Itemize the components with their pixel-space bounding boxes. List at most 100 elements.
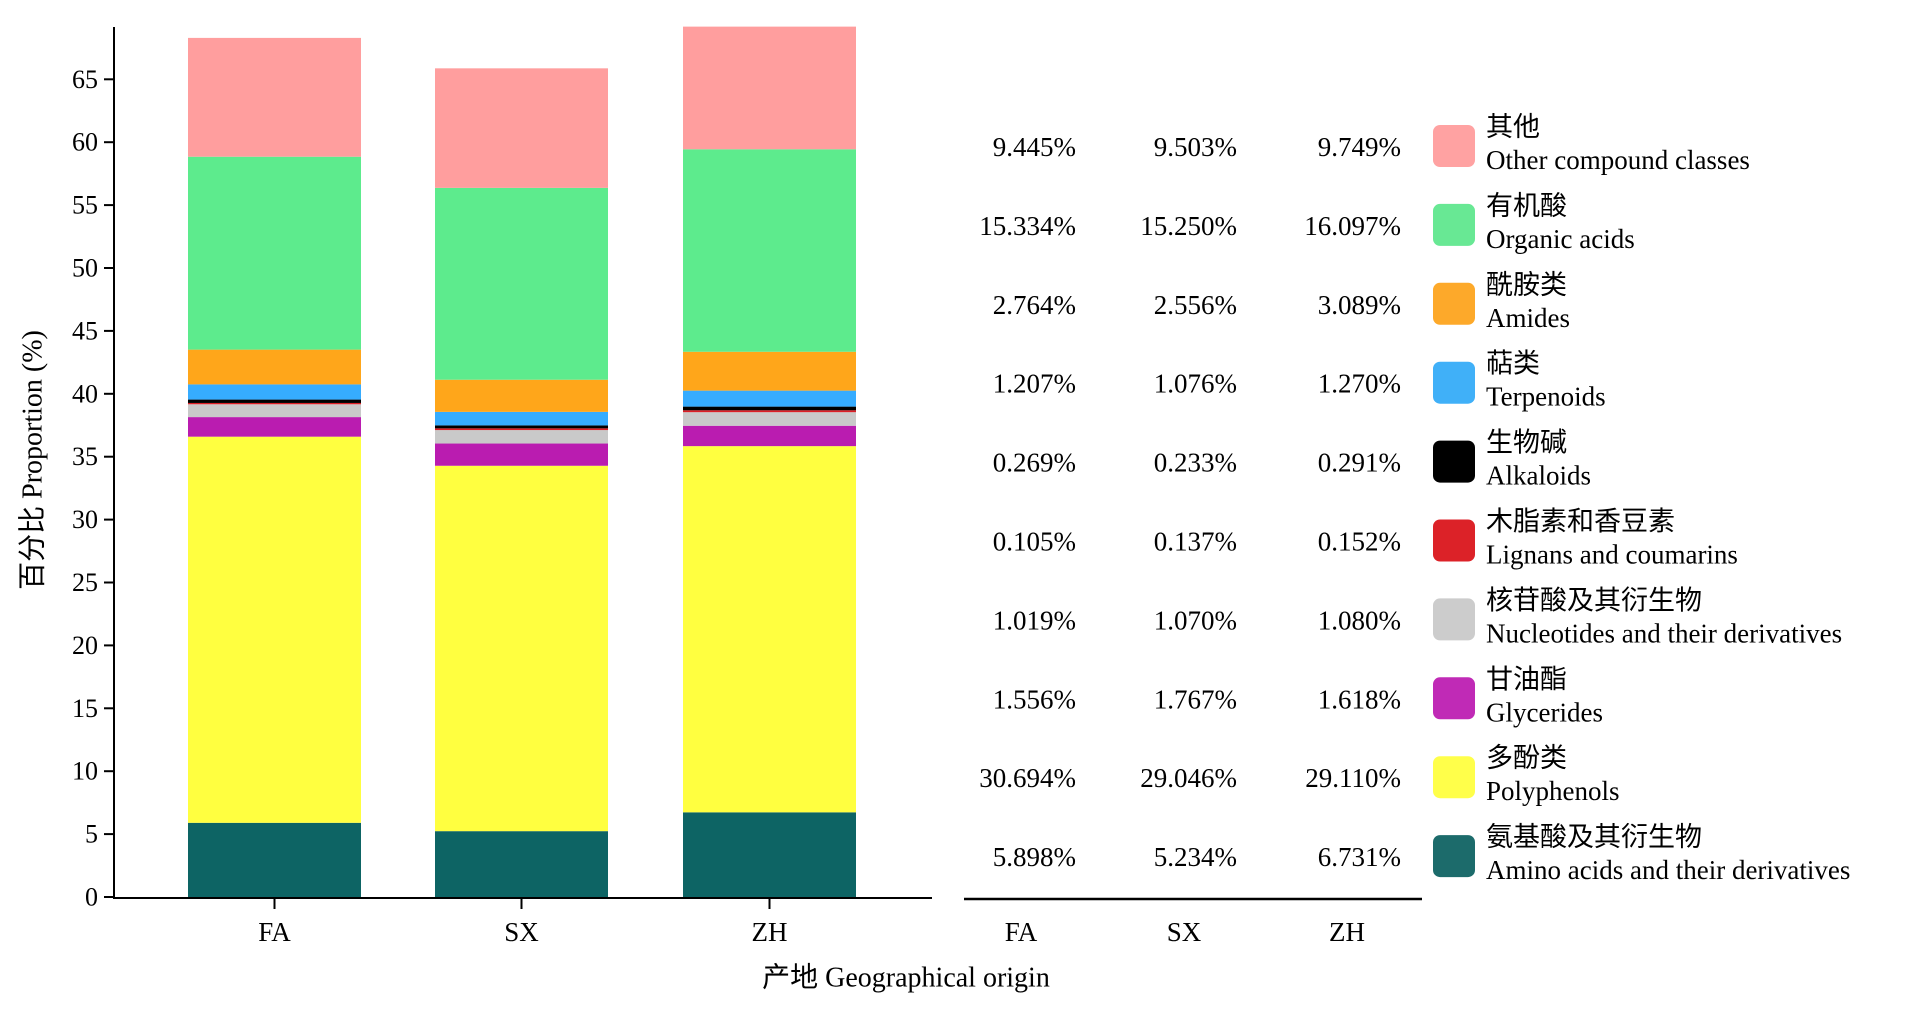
legend-label-cn: 核苷酸及其衍生物 [1486,585,1702,615]
table-cell: 9.445% [993,132,1076,162]
bar-segment [683,812,856,897]
bar-segment [435,831,608,897]
bar-segment [435,379,608,412]
y-tick-label: 65 [72,65,98,94]
bars-layer [188,26,856,897]
table-cell: 1.076% [1154,369,1237,399]
bar-stack-fa [188,37,361,897]
legend-swatch [1433,282,1475,325]
legend-label-cn: 木脂素和香豆素 [1486,507,1675,537]
x-axis-title: 产地 Geographical origin [762,962,1050,994]
legend-label-en: Glycerides [1486,697,1603,727]
legend-swatch [1433,677,1475,720]
bar-segment [188,399,361,403]
legend-label-cn: 有机酸 [1486,191,1567,221]
x-tick-label: SX [504,917,539,947]
y-tick-label: 15 [72,694,98,723]
bar-segment [188,417,361,437]
table-header: FA [1005,917,1038,947]
legend-label-en: Nucleotides and their derivatives [1486,618,1842,648]
table-cell: 6.731% [1318,842,1401,872]
legend-label-cn: 甘油酯 [1486,664,1567,694]
y-axis-title: 百分比 Proportion (%) [17,330,49,590]
legend-label-cn: 其他 [1486,112,1540,142]
bar-segment [188,436,361,823]
bar-segment [188,384,361,400]
y-tick-label: 5 [85,820,98,849]
legend-label-en: Alkaloids [1486,461,1591,491]
bar-segment [435,428,608,431]
bar-segment [435,68,608,188]
table-cell: 9.749% [1318,132,1401,162]
table-row: 2.764% 2.556% 3.089% [993,290,1401,320]
x-tick-label: FA [258,917,291,947]
bar-segment [683,410,856,413]
legend-label-en: Lignans and coumarins [1486,540,1738,570]
legend-label-cn: 酰胺类 [1486,270,1567,300]
y-tick-label: 45 [72,316,98,345]
legend-label-cn: 氨基酸及其衍生物 [1486,822,1702,852]
bar-segment [683,412,856,426]
bar-segment [683,390,856,407]
y-tick-label: 60 [72,128,98,157]
y-ticks: 0 5 10 15 20 25 30 35 40 45 50 55 60 65 [72,65,114,912]
table-cell: 1.207% [993,369,1076,399]
table-cell: 0.269% [993,448,1076,478]
bar-segment [435,430,608,444]
y-tick-label: 50 [72,254,98,283]
bar-stack-zh [683,26,856,897]
legend-label-en: Terpenoids [1486,382,1606,412]
table-cell: 30.694% [979,763,1076,793]
table-row: 1.556% 1.767% 1.618% [993,684,1401,714]
y-tick-label: 30 [72,505,98,534]
bar-segment [435,443,608,466]
legend-swatch [1433,125,1475,167]
bar-segment [188,156,361,350]
table-cell: 2.764% [993,290,1076,320]
legend-label-cn: 多酚类 [1486,743,1567,773]
table-cell: 15.250% [1140,211,1237,241]
legend-swatch [1433,835,1475,878]
table-row: 1.019% 1.070% 1.080% [993,605,1401,635]
table-row: 9.445% 9.503% 9.749% [993,132,1401,162]
y-tick-label: 20 [72,631,98,660]
x-ticks: FA SX ZH [258,898,788,947]
table-header: ZH [1329,917,1365,947]
table-cell: 1.767% [1154,684,1237,714]
table-cell: 1.556% [993,684,1076,714]
y-tick-label: 10 [72,757,98,786]
bar-segment [683,425,856,447]
bar-segment [188,404,361,418]
legend-swatch [1433,440,1475,483]
legend-label-en: Polyphenols [1486,776,1620,806]
table-cell: 29.046% [1140,763,1237,793]
table-cell: 0.105% [993,527,1076,557]
legend-swatch [1433,756,1475,799]
bar-segment [683,149,856,352]
y-tick-label: 25 [72,568,98,597]
table-cell: 1.270% [1318,369,1401,399]
y-tick-label: 35 [72,442,98,471]
table-cell: 5.234% [1154,842,1237,872]
bar-segment [435,187,608,380]
bar-segment [188,37,361,157]
table-row: 15.334% 15.250% 16.097% [979,211,1401,241]
legend-label-en: Organic acids [1486,224,1635,254]
table-row: 1.207% 1.076% 1.270% [993,369,1401,399]
table-cell: 9.503% [1154,132,1237,162]
table-cell: 2.556% [1154,290,1237,320]
table-cell: 29.110% [1305,763,1401,793]
table-cell: 5.898% [993,842,1076,872]
bar-segment [435,411,608,426]
legend-label-cn: 生物碱 [1486,428,1567,458]
